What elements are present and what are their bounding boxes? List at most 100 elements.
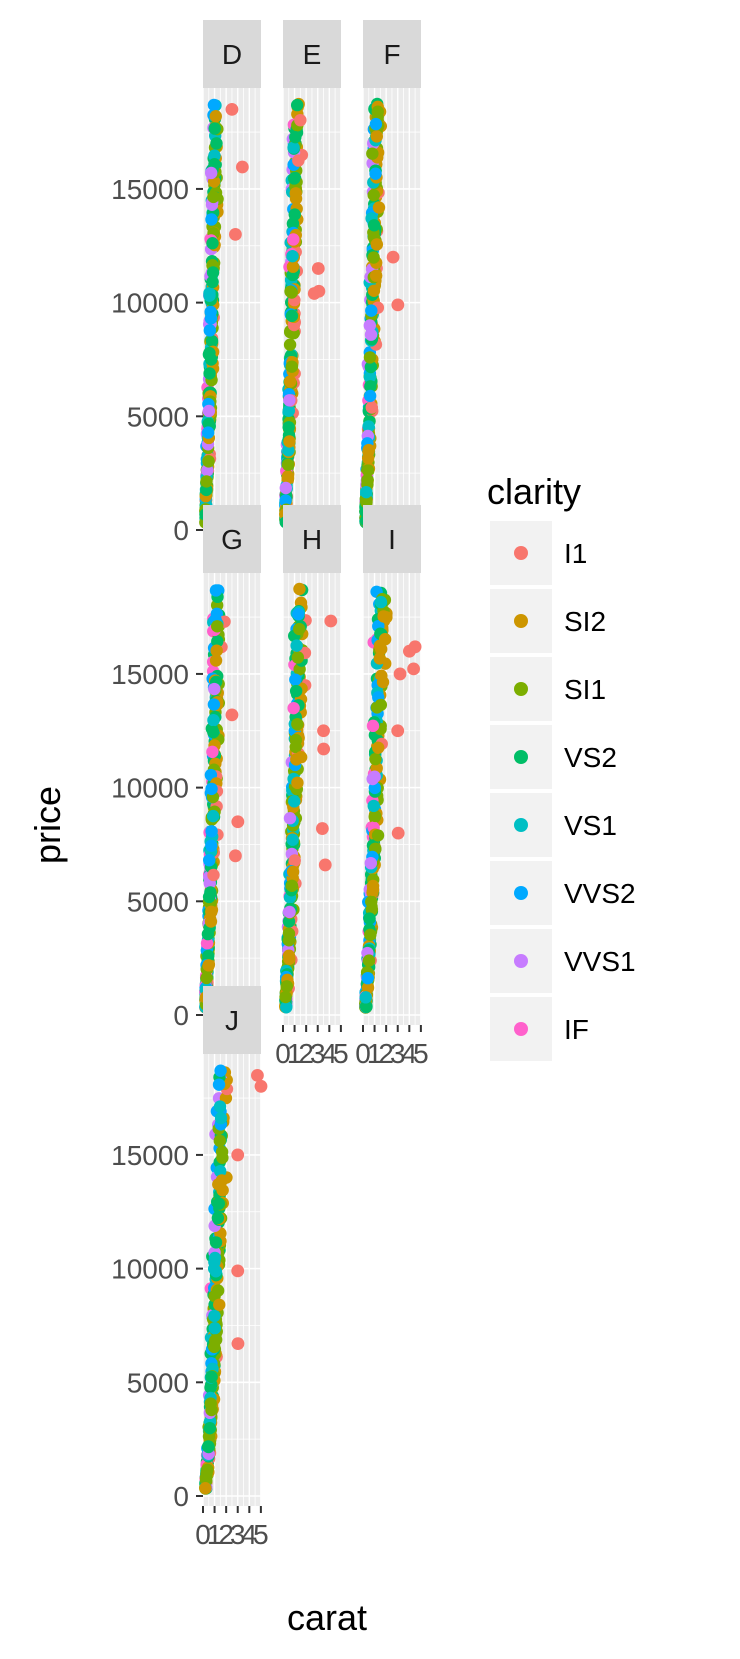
data-point-outlier — [391, 298, 405, 312]
data-point — [214, 1111, 228, 1125]
data-point — [216, 1184, 229, 1197]
data-point — [211, 635, 224, 648]
data-point — [367, 799, 380, 813]
data-point — [374, 595, 388, 609]
data-point — [206, 275, 219, 289]
data-point — [366, 719, 380, 733]
points-H — [279, 582, 338, 1014]
data-point — [368, 809, 382, 823]
data-point — [205, 213, 218, 226]
data-point — [287, 172, 301, 185]
data-point — [372, 201, 386, 214]
legend-item-vs1: VS1 — [490, 793, 617, 857]
strip-label-F: F — [383, 39, 400, 70]
data-point — [292, 608, 305, 621]
data-point — [378, 633, 392, 646]
x-tick-label: 4 — [402, 1038, 418, 1069]
data-point — [291, 651, 305, 664]
data-point — [206, 266, 220, 279]
data-point — [207, 98, 221, 112]
y-tick-label: 5000 — [127, 1367, 189, 1398]
data-point-outlier — [231, 1264, 245, 1278]
data-point — [209, 110, 222, 123]
strip-G — [203, 505, 261, 573]
legend-item-if: IF — [490, 997, 589, 1061]
data-point — [369, 167, 382, 180]
x-tick-label: 1 — [287, 1038, 303, 1069]
data-point — [280, 1001, 293, 1014]
data-point — [364, 928, 377, 942]
data-point — [205, 1370, 218, 1384]
strip-D — [203, 20, 261, 88]
data-point-outlier — [231, 1148, 245, 1162]
data-point — [371, 105, 384, 118]
data-point-outlier — [231, 815, 245, 829]
data-point — [205, 334, 219, 348]
legend-item-vvs2: VVS2 — [490, 861, 636, 925]
data-point — [290, 753, 303, 766]
data-point — [370, 130, 384, 143]
y-tick-label: 5000 — [127, 886, 189, 917]
legend-item-i1: I1 — [490, 521, 587, 585]
facet-G: G 0 5000 10000 15000 — [111, 505, 262, 1031]
y-tick-label: 15000 — [111, 174, 189, 205]
data-point — [202, 455, 215, 468]
legend-label: VVS2 — [564, 878, 636, 909]
data-point — [204, 1397, 217, 1410]
data-point — [285, 879, 299, 892]
legend-label: SI1 — [564, 674, 606, 705]
data-point-outlier — [311, 262, 325, 275]
data-point — [363, 351, 377, 364]
data-point — [361, 981, 375, 994]
legend-item-vvs1: VVS1 — [490, 929, 636, 993]
legend-item-si2: SI2 — [490, 589, 606, 653]
data-point — [203, 324, 217, 337]
data-point — [205, 839, 218, 852]
data-point — [364, 360, 378, 374]
data-point — [283, 905, 296, 919]
x-tick-label: 3 — [390, 1038, 406, 1069]
data-point — [285, 309, 299, 323]
legend-item-si1: SI1 — [490, 657, 606, 721]
data-point — [213, 1298, 226, 1311]
data-point-outlier — [403, 644, 416, 658]
legend-marker — [514, 750, 528, 764]
data-point — [202, 1440, 215, 1454]
data-point — [376, 675, 390, 689]
data-point — [202, 959, 215, 972]
data-point — [207, 190, 220, 204]
data-point — [361, 473, 374, 487]
data-point — [203, 289, 216, 302]
data-point — [363, 319, 377, 332]
data-point — [203, 854, 216, 867]
facet-D: D 0 5000 10000 15000 — [111, 20, 262, 546]
data-point — [199, 1471, 213, 1485]
data-point — [360, 1000, 373, 1013]
data-point — [200, 971, 213, 985]
data-point-outlier — [391, 724, 405, 738]
data-point — [291, 776, 304, 790]
strip-F — [363, 20, 421, 88]
data-point — [363, 370, 377, 384]
data-point — [200, 475, 213, 488]
data-point — [374, 642, 388, 656]
x-tick-label: 1 — [207, 1519, 223, 1550]
x-tick-label: 5 — [333, 1038, 349, 1069]
y-tick-label: 15000 — [111, 659, 189, 690]
points-I — [359, 585, 422, 1014]
data-point — [373, 652, 386, 665]
data-point-outlier — [407, 662, 420, 676]
data-point — [282, 421, 295, 434]
data-point-outlier — [317, 742, 331, 756]
legend-label: VS1 — [564, 810, 617, 841]
data-point — [205, 905, 218, 919]
data-point — [205, 825, 218, 838]
x-tick-label: 5 — [253, 1519, 269, 1550]
data-point — [283, 394, 296, 407]
data-point — [283, 338, 297, 351]
data-point — [359, 991, 372, 1004]
data-point — [213, 1134, 227, 1148]
data-point — [281, 472, 295, 485]
legend-label: SI2 — [564, 606, 606, 637]
